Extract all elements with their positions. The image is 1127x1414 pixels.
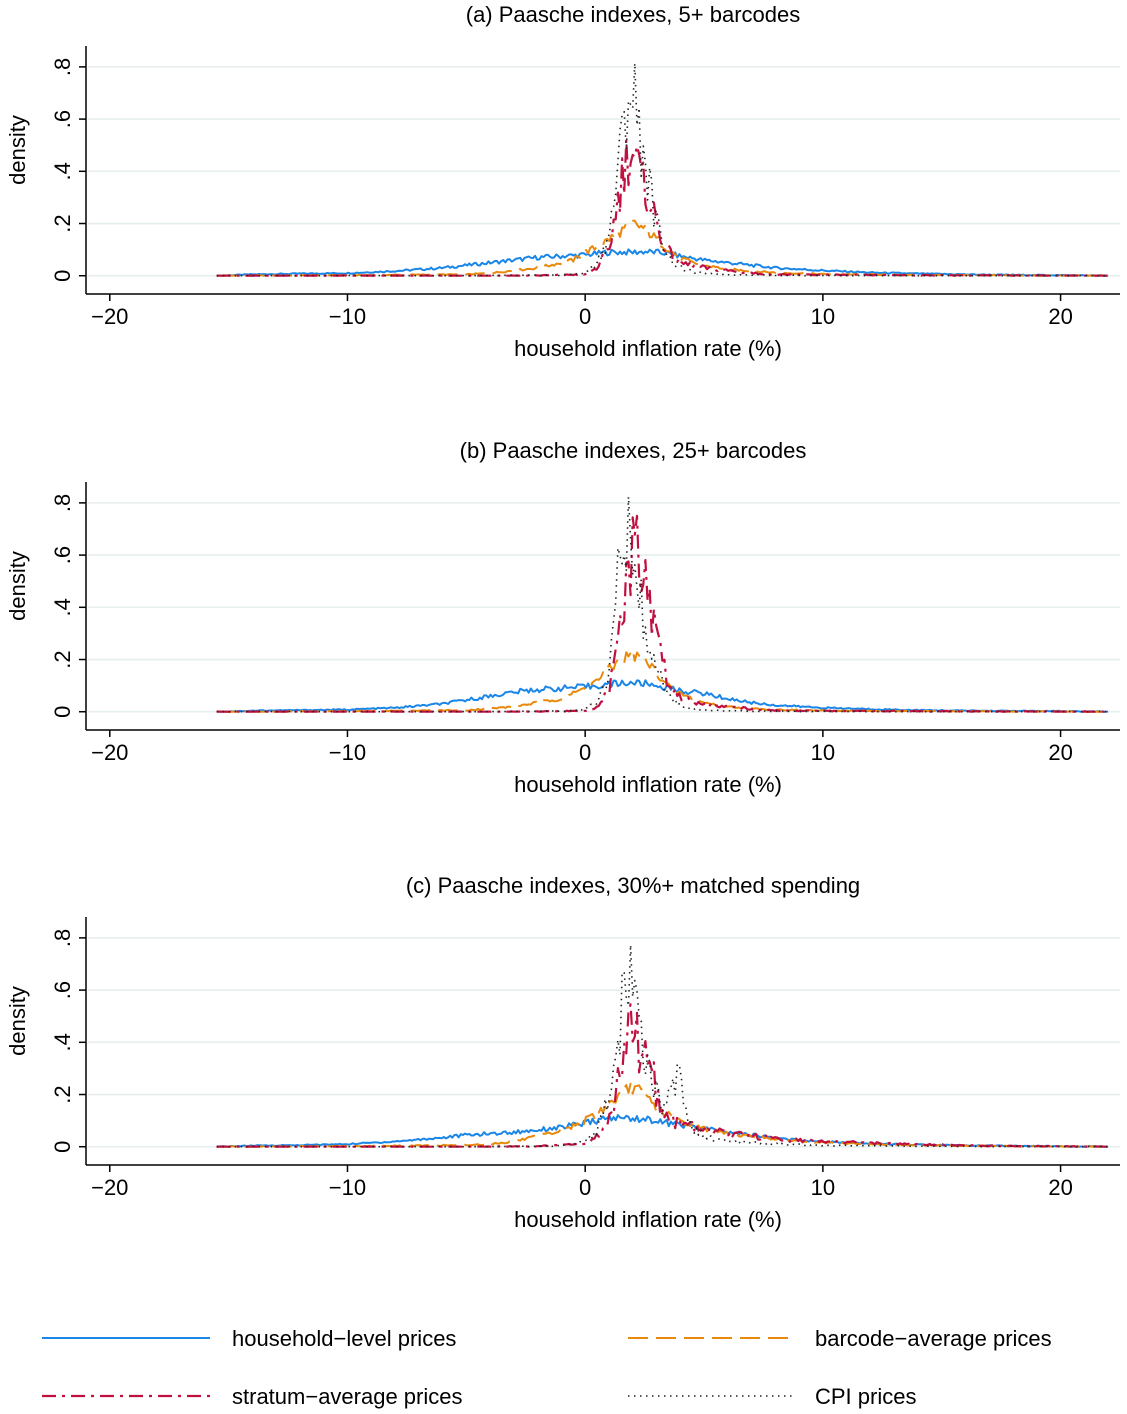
y-axis-label: density	[5, 551, 30, 621]
x-tick-label: −10	[329, 740, 366, 765]
x-axis-label: household inflation rate (%)	[514, 336, 782, 361]
y-tick-label: .4	[50, 162, 75, 180]
y-tick-label: 0	[50, 270, 75, 282]
chart-panel-b: (b) Paasche indexes, 25+ barcodes 0 .2 .4 .6…	[5, 438, 1120, 797]
y-tick-label: .8	[50, 929, 75, 947]
chart-panel-c: (c) Paasche indexes, 30%+ matched spendi…	[5, 873, 1120, 1232]
legend-label: CPI prices	[815, 1384, 916, 1409]
y-tick-label: .4	[50, 598, 75, 616]
x-tick-label: −20	[91, 1175, 128, 1200]
legend-label: stratum−average prices	[232, 1384, 463, 1409]
x-tick-label: 10	[811, 304, 835, 329]
chart-panel-a: (a) Paasche indexes, 5+ barcodes 0 .2 .4 .6.…	[5, 2, 1120, 361]
x-tick-label: 20	[1048, 304, 1072, 329]
series-line-stratum	[216, 138, 1109, 277]
x-tick-label: −20	[91, 304, 128, 329]
legend: household−level prices barcode−average pr…	[42, 1326, 1052, 1409]
chart-title: (c) Paasche indexes, 30%+ matched spendi…	[406, 873, 860, 898]
x-tick-label: −10	[329, 1175, 366, 1200]
x-tick-label: 10	[811, 740, 835, 765]
x-tick-label: 20	[1048, 1175, 1072, 1200]
y-axis-label: density	[5, 986, 30, 1056]
series-line-stratum	[216, 514, 1109, 713]
series-line-stratum	[216, 1003, 1109, 1148]
series-line-household	[216, 1114, 1109, 1148]
y-tick-label: .6	[50, 981, 75, 999]
y-tick-label: 0	[50, 706, 75, 718]
x-tick-label: 20	[1048, 740, 1072, 765]
chart-title: (b) Paasche indexes, 25+ barcodes	[460, 438, 807, 463]
series-line-household	[216, 248, 1109, 277]
x-tick-label: −20	[91, 740, 128, 765]
y-axis-label: density	[5, 115, 30, 185]
x-axis-label: household inflation rate (%)	[514, 1207, 782, 1232]
x-tick-label: 10	[811, 1175, 835, 1200]
series-line-barcode	[216, 219, 1109, 277]
x-tick-label: −10	[329, 304, 366, 329]
chart-title: (a) Paasche indexes, 5+ barcodes	[466, 2, 800, 27]
legend-label: household−level prices	[232, 1326, 456, 1351]
legend-label: barcode−average prices	[815, 1326, 1052, 1351]
y-tick-label: .4	[50, 1033, 75, 1051]
series-line-cpi	[216, 944, 1109, 1148]
y-tick-label: .2	[50, 1085, 75, 1103]
x-tick-label: 0	[579, 304, 591, 329]
series-line-cpi	[216, 62, 1109, 277]
x-axis-label: household inflation rate (%)	[514, 772, 782, 797]
y-tick-label: .2	[50, 650, 75, 668]
series-line-household	[216, 679, 1109, 713]
series-line-cpi	[216, 496, 1109, 713]
x-tick-label: 0	[579, 1175, 591, 1200]
series-line-barcode	[216, 1082, 1109, 1148]
x-tick-label: 0	[579, 740, 591, 765]
y-tick-label: .6	[50, 546, 75, 564]
y-tick-label: .2	[50, 214, 75, 232]
y-tick-label: .8	[50, 494, 75, 512]
y-tick-label: .8	[50, 58, 75, 76]
y-tick-label: .6	[50, 110, 75, 128]
y-tick-label: 0	[50, 1141, 75, 1153]
